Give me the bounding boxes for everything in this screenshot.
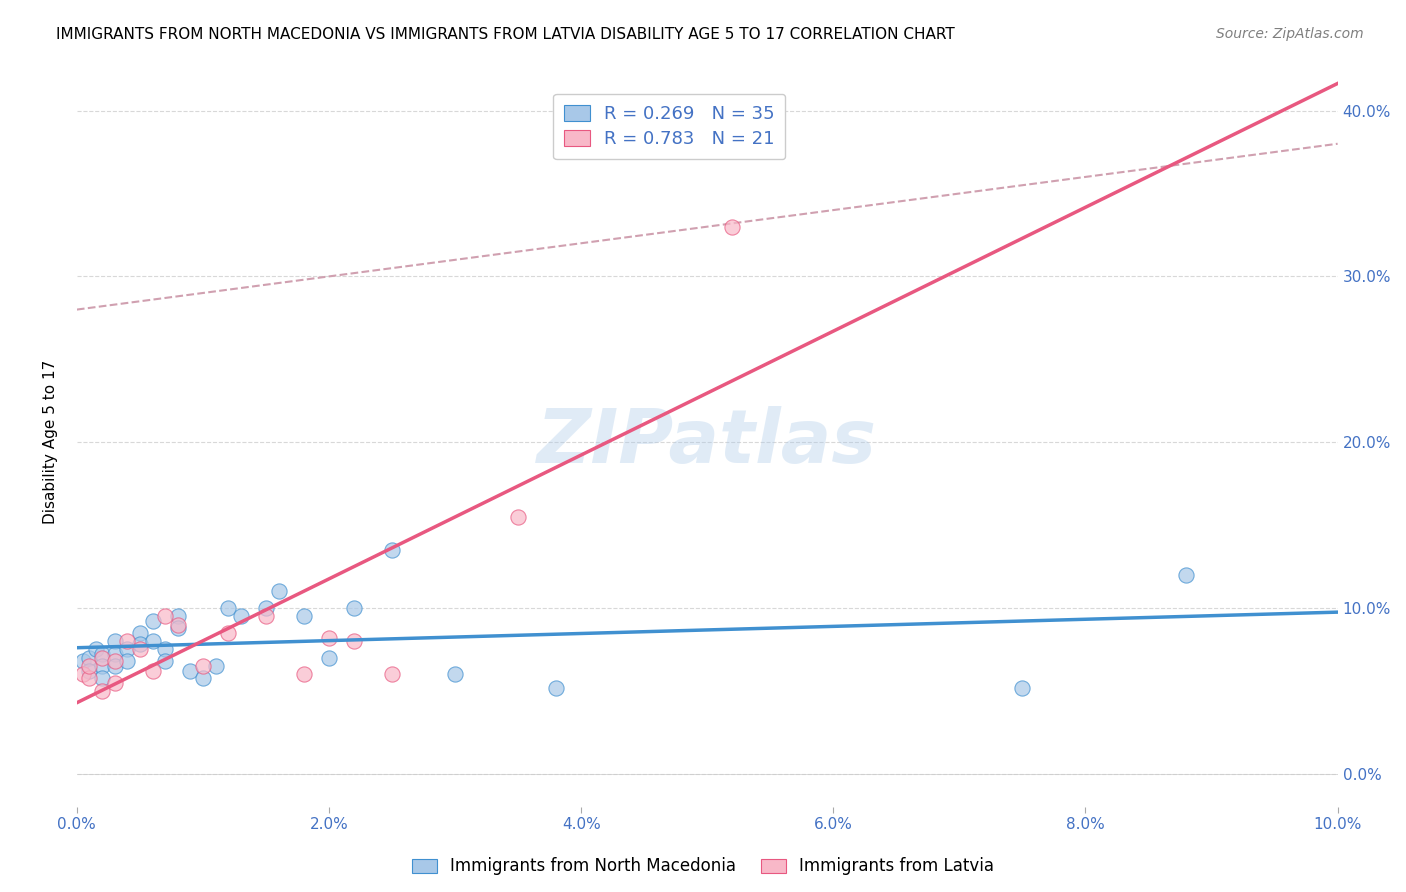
Point xyxy=(91,659,114,673)
Point xyxy=(254,601,277,615)
Point xyxy=(343,634,366,648)
Point xyxy=(129,626,152,640)
Point xyxy=(153,609,176,624)
Point xyxy=(104,675,127,690)
Point xyxy=(79,650,101,665)
Point xyxy=(1011,681,1033,695)
Point xyxy=(381,543,404,558)
Point xyxy=(318,631,340,645)
Point xyxy=(117,654,139,668)
Point xyxy=(104,634,127,648)
Point xyxy=(79,671,101,685)
Point xyxy=(129,638,152,652)
Point xyxy=(79,659,101,673)
Point xyxy=(229,609,252,624)
Point xyxy=(153,642,176,657)
Point xyxy=(1175,567,1198,582)
Point xyxy=(117,642,139,657)
Point xyxy=(508,509,530,524)
Point xyxy=(91,648,114,662)
Point xyxy=(104,659,127,673)
Point xyxy=(381,667,404,681)
Point xyxy=(91,650,114,665)
Point xyxy=(79,664,101,678)
Legend: R = 0.269   N = 35, R = 0.783   N = 21: R = 0.269 N = 35, R = 0.783 N = 21 xyxy=(554,94,786,159)
Text: Source: ZipAtlas.com: Source: ZipAtlas.com xyxy=(1216,27,1364,41)
Y-axis label: Disability Age 5 to 17: Disability Age 5 to 17 xyxy=(44,360,58,524)
Point xyxy=(343,601,366,615)
Point xyxy=(141,664,163,678)
Point xyxy=(72,654,94,668)
Text: ZIPatlas: ZIPatlas xyxy=(537,406,877,479)
Point xyxy=(166,609,188,624)
Point xyxy=(117,634,139,648)
Point xyxy=(179,664,201,678)
Point xyxy=(104,648,127,662)
Point xyxy=(191,659,214,673)
Point xyxy=(318,650,340,665)
Legend: Immigrants from North Macedonia, Immigrants from Latvia: Immigrants from North Macedonia, Immigra… xyxy=(404,849,1002,884)
Point xyxy=(141,615,163,629)
Point xyxy=(444,667,467,681)
Point xyxy=(292,609,315,624)
Point xyxy=(84,642,107,657)
Point xyxy=(104,654,127,668)
Point xyxy=(129,642,152,657)
Point xyxy=(166,621,188,635)
Text: IMMIGRANTS FROM NORTH MACEDONIA VS IMMIGRANTS FROM LATVIA DISABILITY AGE 5 TO 17: IMMIGRANTS FROM NORTH MACEDONIA VS IMMIG… xyxy=(56,27,955,42)
Point xyxy=(204,659,226,673)
Point xyxy=(254,609,277,624)
Point xyxy=(166,617,188,632)
Point xyxy=(153,654,176,668)
Point xyxy=(267,584,290,599)
Point xyxy=(141,634,163,648)
Point xyxy=(544,681,567,695)
Point xyxy=(91,684,114,698)
Point xyxy=(292,667,315,681)
Point xyxy=(191,671,214,685)
Point xyxy=(217,626,239,640)
Point xyxy=(217,601,239,615)
Point xyxy=(721,219,744,234)
Point xyxy=(91,671,114,685)
Point xyxy=(72,667,94,681)
